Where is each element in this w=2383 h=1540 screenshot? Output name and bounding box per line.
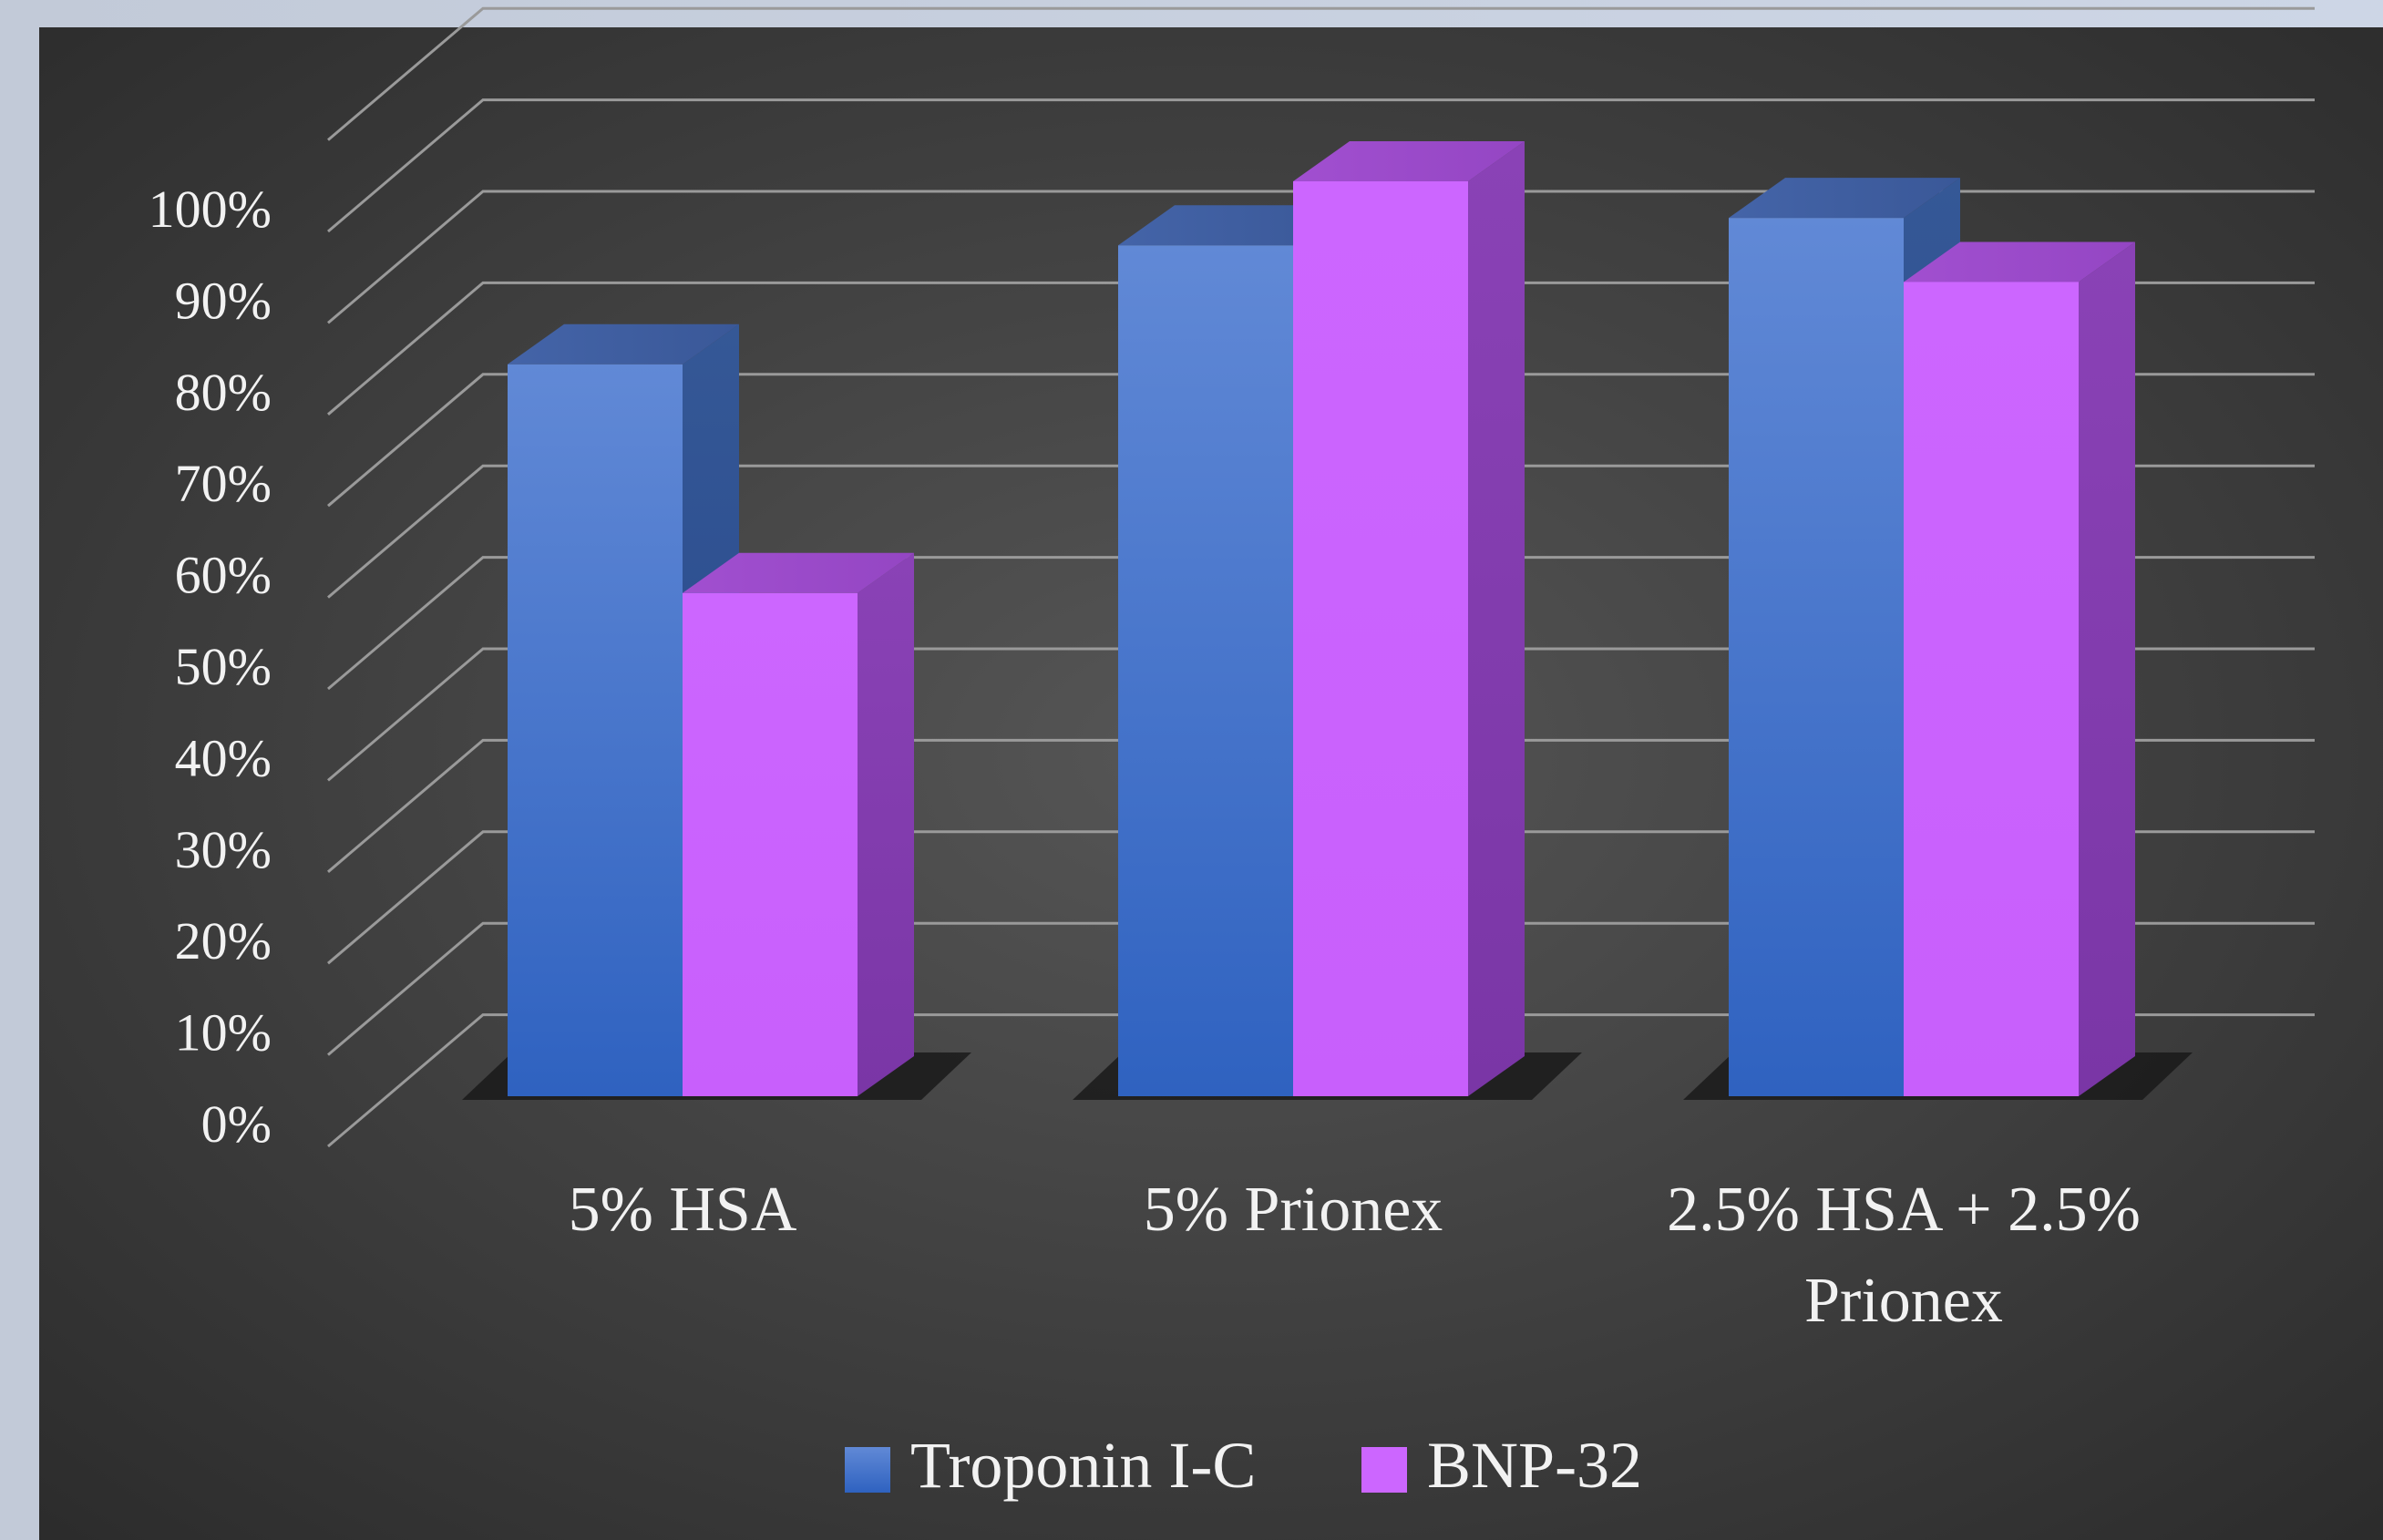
- bar-side-face: [858, 552, 914, 1096]
- gridline: [327, 738, 2315, 873]
- gridline: [327, 98, 2315, 233]
- bar-front-face: [683, 592, 858, 1096]
- bar-top-face: [1293, 141, 1525, 181]
- y-tick-label: 40%: [175, 728, 272, 787]
- y-tick-label: 30%: [175, 820, 272, 879]
- gridline: [327, 373, 2315, 508]
- y-tick-label: 0%: [201, 1094, 272, 1154]
- x-category-label: 5% Prionex: [1144, 1175, 1443, 1245]
- gridline: [327, 556, 2315, 691]
- y-tick-label: 20%: [175, 911, 272, 970]
- bar-top-face: [1904, 241, 2135, 282]
- legend-label: Troponin I-C: [910, 1429, 1256, 1502]
- legend-item: Troponin I-C: [845, 1429, 1256, 1502]
- bar-side-face: [1468, 141, 1525, 1096]
- bar-bnp-32: [1293, 141, 1525, 1096]
- legend-swatch: [845, 1447, 890, 1493]
- bar-bnp-32: [1904, 241, 2135, 1096]
- bar-bnp-32: [683, 552, 914, 1096]
- x-category-label: 2.5% HSA + 2.5%: [1667, 1175, 2141, 1245]
- bar-top-face: [508, 323, 739, 364]
- bar-side-face: [2079, 241, 2135, 1096]
- bar-front-face: [1118, 245, 1293, 1096]
- y-tick-label: 80%: [175, 363, 272, 422]
- bar-top-face: [1729, 178, 1960, 219]
- legend-item: BNP-32: [1361, 1429, 1642, 1502]
- gridline: [327, 830, 2315, 965]
- gridline: [327, 6, 2315, 141]
- y-tick-label: 70%: [175, 454, 272, 513]
- gridline: [327, 281, 2315, 416]
- gridline: [327, 464, 2315, 599]
- y-tick-label: 100%: [149, 180, 272, 239]
- x-axis-category-labels: 5% HSA 5% Prionex 2.5% HSA + 2.5% Prionex: [569, 1175, 2141, 1336]
- bar-front-face: [1293, 181, 1468, 1096]
- legend: Troponin I-C BNP-32: [845, 1429, 1642, 1502]
- bar-front-face: [508, 364, 683, 1096]
- y-axis-tick-labels: 0% 10% 20% 30% 40% 50% 60% 70% 80% 90% 100%: [149, 180, 272, 1154]
- legend-label: BNP-32: [1427, 1429, 1642, 1502]
- gridline: [327, 647, 2315, 782]
- bars: [508, 141, 2135, 1096]
- bar-top-face: [683, 552, 914, 593]
- y-tick-label: 90%: [175, 271, 272, 330]
- y-tick-label: 60%: [175, 546, 272, 605]
- y-tick-label: 10%: [175, 1003, 272, 1063]
- legend-swatch: [1361, 1447, 1407, 1493]
- bar-front-face: [1729, 218, 1904, 1096]
- x-category-label: Prionex: [1804, 1266, 2003, 1336]
- y-tick-label: 50%: [175, 637, 272, 696]
- gridlines: [327, 6, 2315, 1148]
- gridline: [327, 1013, 2315, 1148]
- bar-front-face: [1904, 282, 2079, 1096]
- gridline: [327, 921, 2315, 1056]
- x-category-label: 5% HSA: [569, 1175, 797, 1245]
- bar-top-face: [1118, 205, 1350, 246]
- gridline: [327, 190, 2315, 324]
